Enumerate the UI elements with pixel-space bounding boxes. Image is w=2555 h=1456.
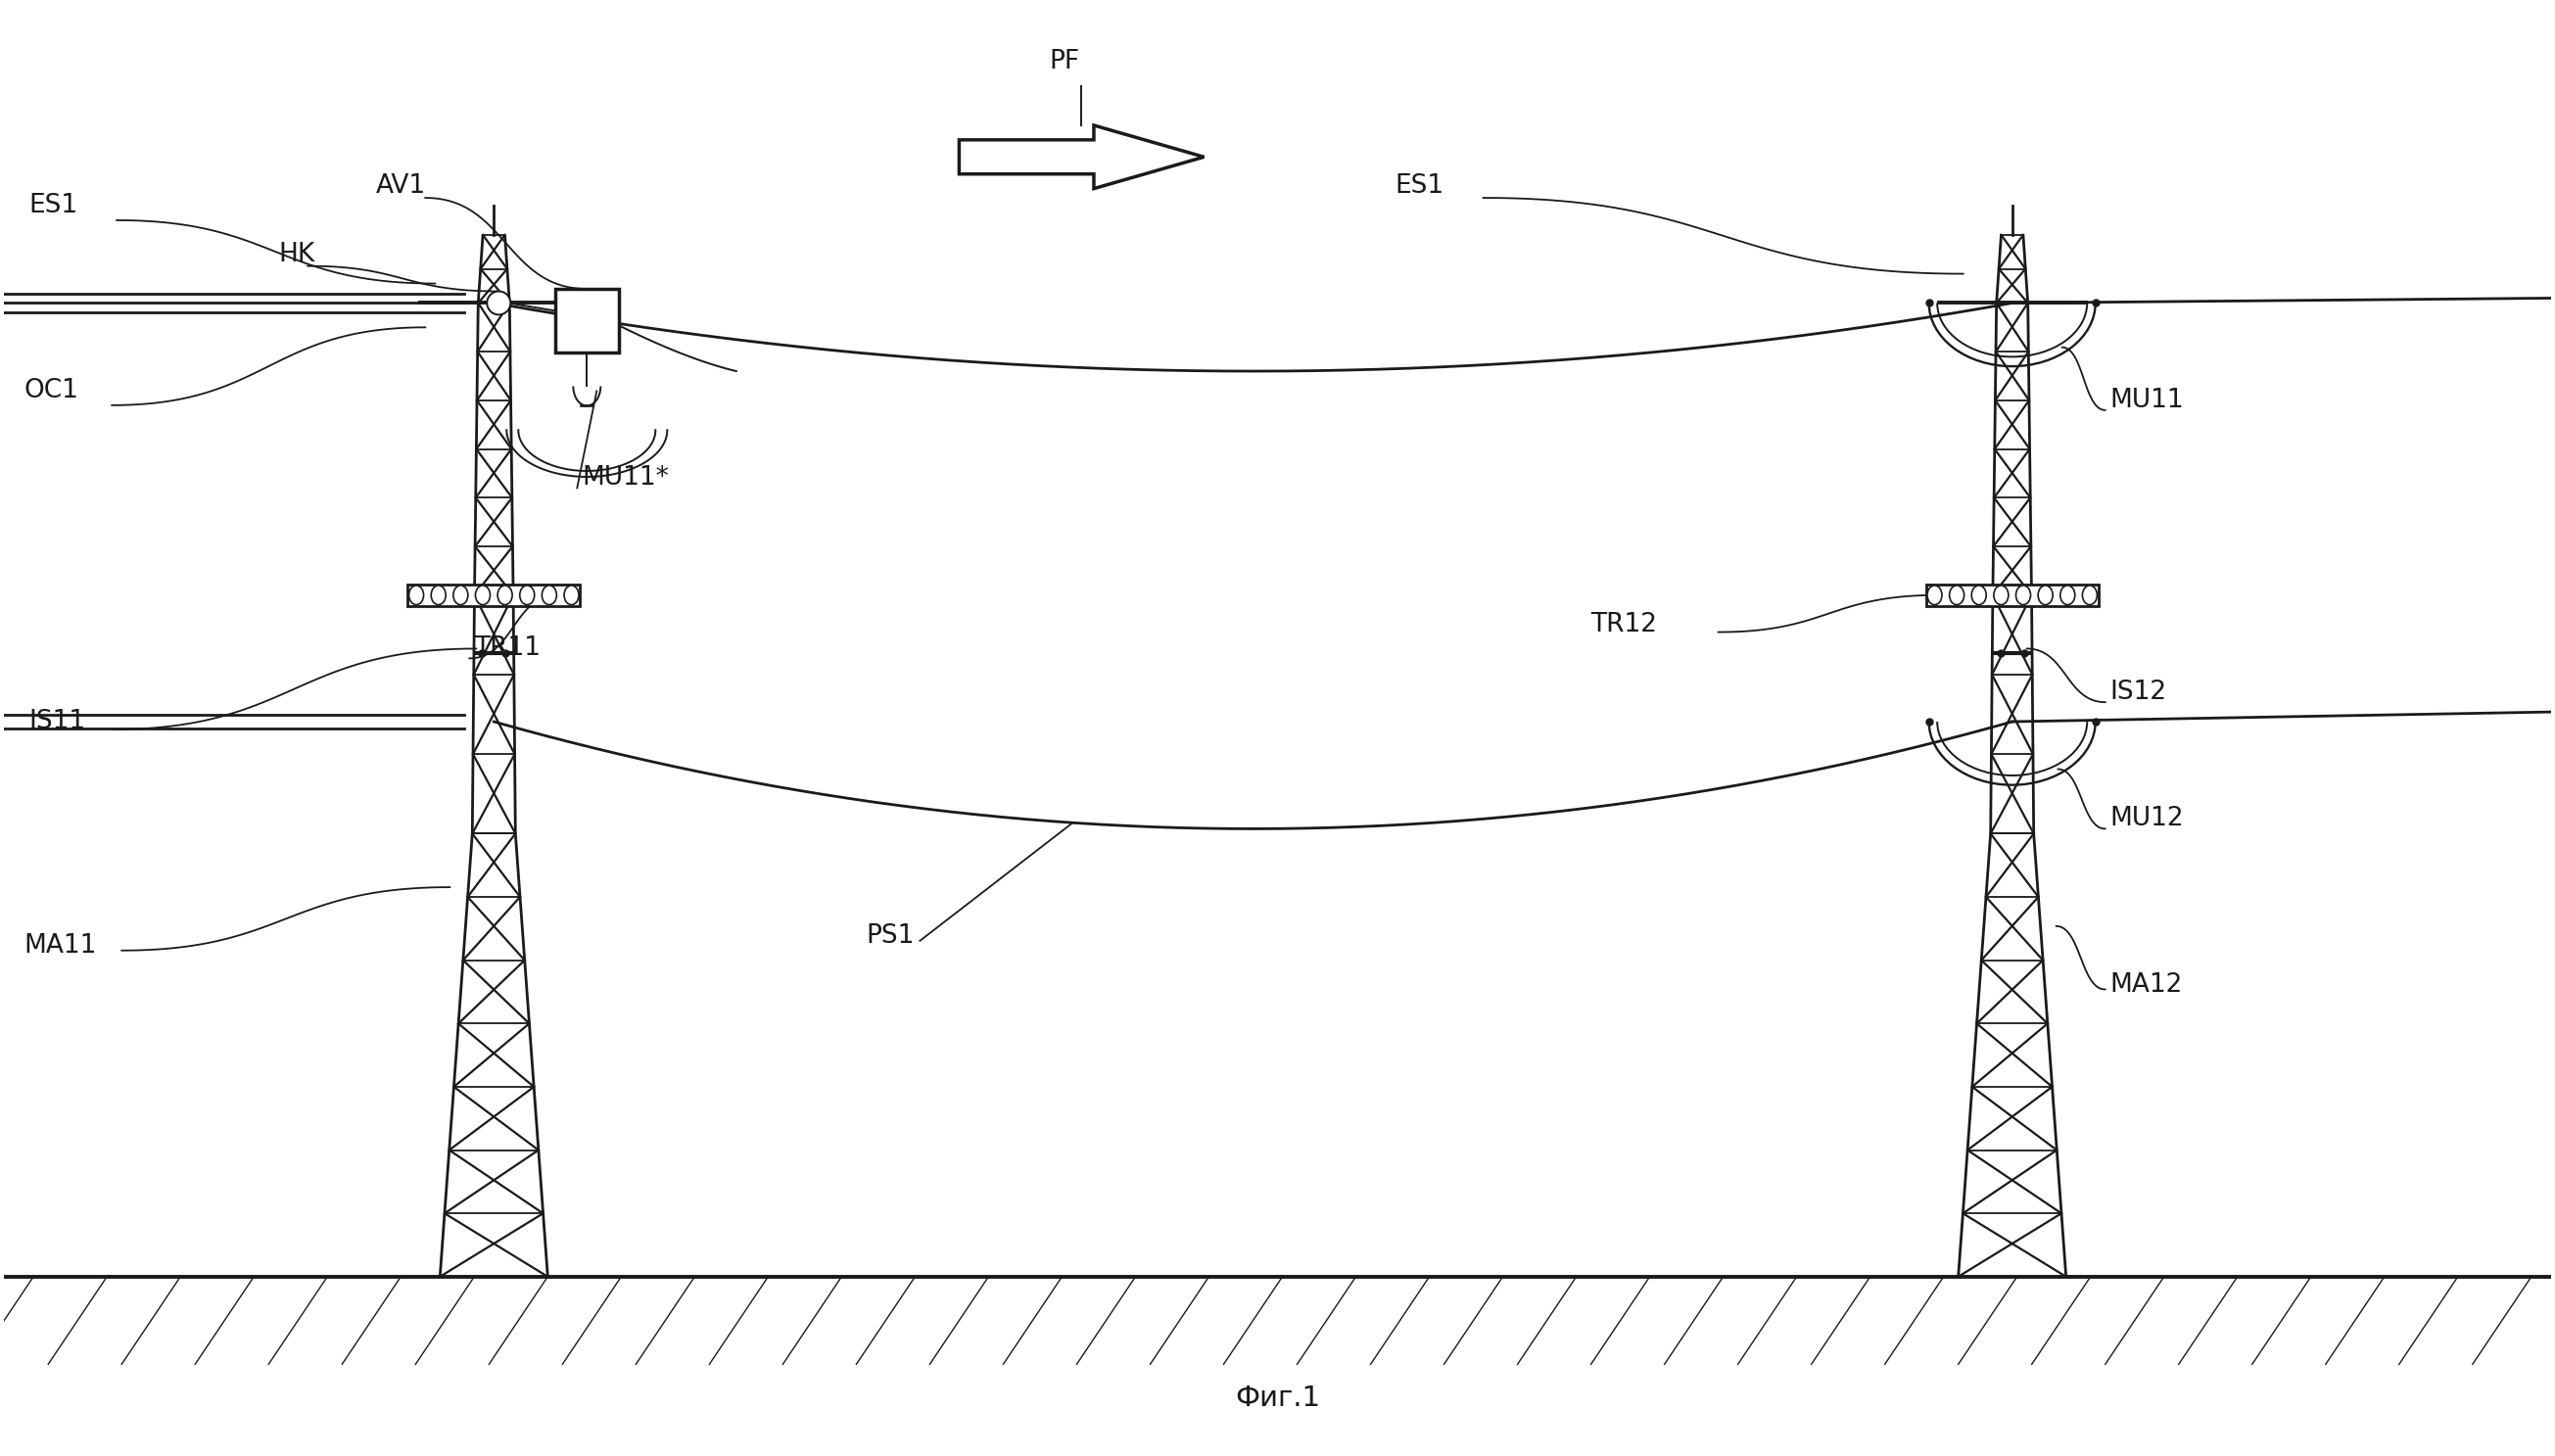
Text: TR11: TR11	[475, 636, 542, 661]
Ellipse shape	[2059, 585, 2075, 604]
FancyBboxPatch shape	[554, 288, 618, 352]
Text: PS1: PS1	[866, 923, 915, 949]
Ellipse shape	[519, 585, 534, 604]
Ellipse shape	[565, 585, 580, 604]
Ellipse shape	[2039, 585, 2052, 604]
Text: PF: PF	[1048, 50, 1078, 74]
Text: Фиг.1: Фиг.1	[1234, 1385, 1321, 1412]
Text: OC1: OC1	[23, 379, 79, 403]
Text: ES1: ES1	[28, 192, 77, 218]
FancyBboxPatch shape	[1926, 584, 2098, 606]
Ellipse shape	[1949, 585, 1965, 604]
Ellipse shape	[542, 585, 557, 604]
Ellipse shape	[1993, 585, 2008, 604]
Ellipse shape	[432, 585, 445, 604]
Text: MU11*: MU11*	[583, 466, 669, 491]
Ellipse shape	[475, 585, 491, 604]
Ellipse shape	[498, 585, 514, 604]
Text: MU12: MU12	[2110, 807, 2185, 831]
Ellipse shape	[452, 585, 468, 604]
Text: TR12: TR12	[1592, 612, 1658, 638]
FancyBboxPatch shape	[409, 584, 580, 606]
Text: IS11: IS11	[28, 709, 84, 734]
Ellipse shape	[1972, 585, 1985, 604]
Text: MU11: MU11	[2110, 387, 2185, 414]
Ellipse shape	[1926, 585, 1942, 604]
Circle shape	[488, 291, 511, 314]
Text: HK: HK	[278, 242, 314, 266]
Text: AV1: AV1	[376, 173, 427, 199]
Text: MA12: MA12	[2110, 971, 2182, 997]
Ellipse shape	[2082, 585, 2098, 604]
Polygon shape	[958, 125, 1203, 189]
Ellipse shape	[409, 585, 424, 604]
Text: MA11: MA11	[23, 933, 97, 958]
Text: ES1: ES1	[1395, 173, 1444, 199]
Ellipse shape	[2016, 585, 2031, 604]
Text: IS12: IS12	[2110, 680, 2167, 705]
